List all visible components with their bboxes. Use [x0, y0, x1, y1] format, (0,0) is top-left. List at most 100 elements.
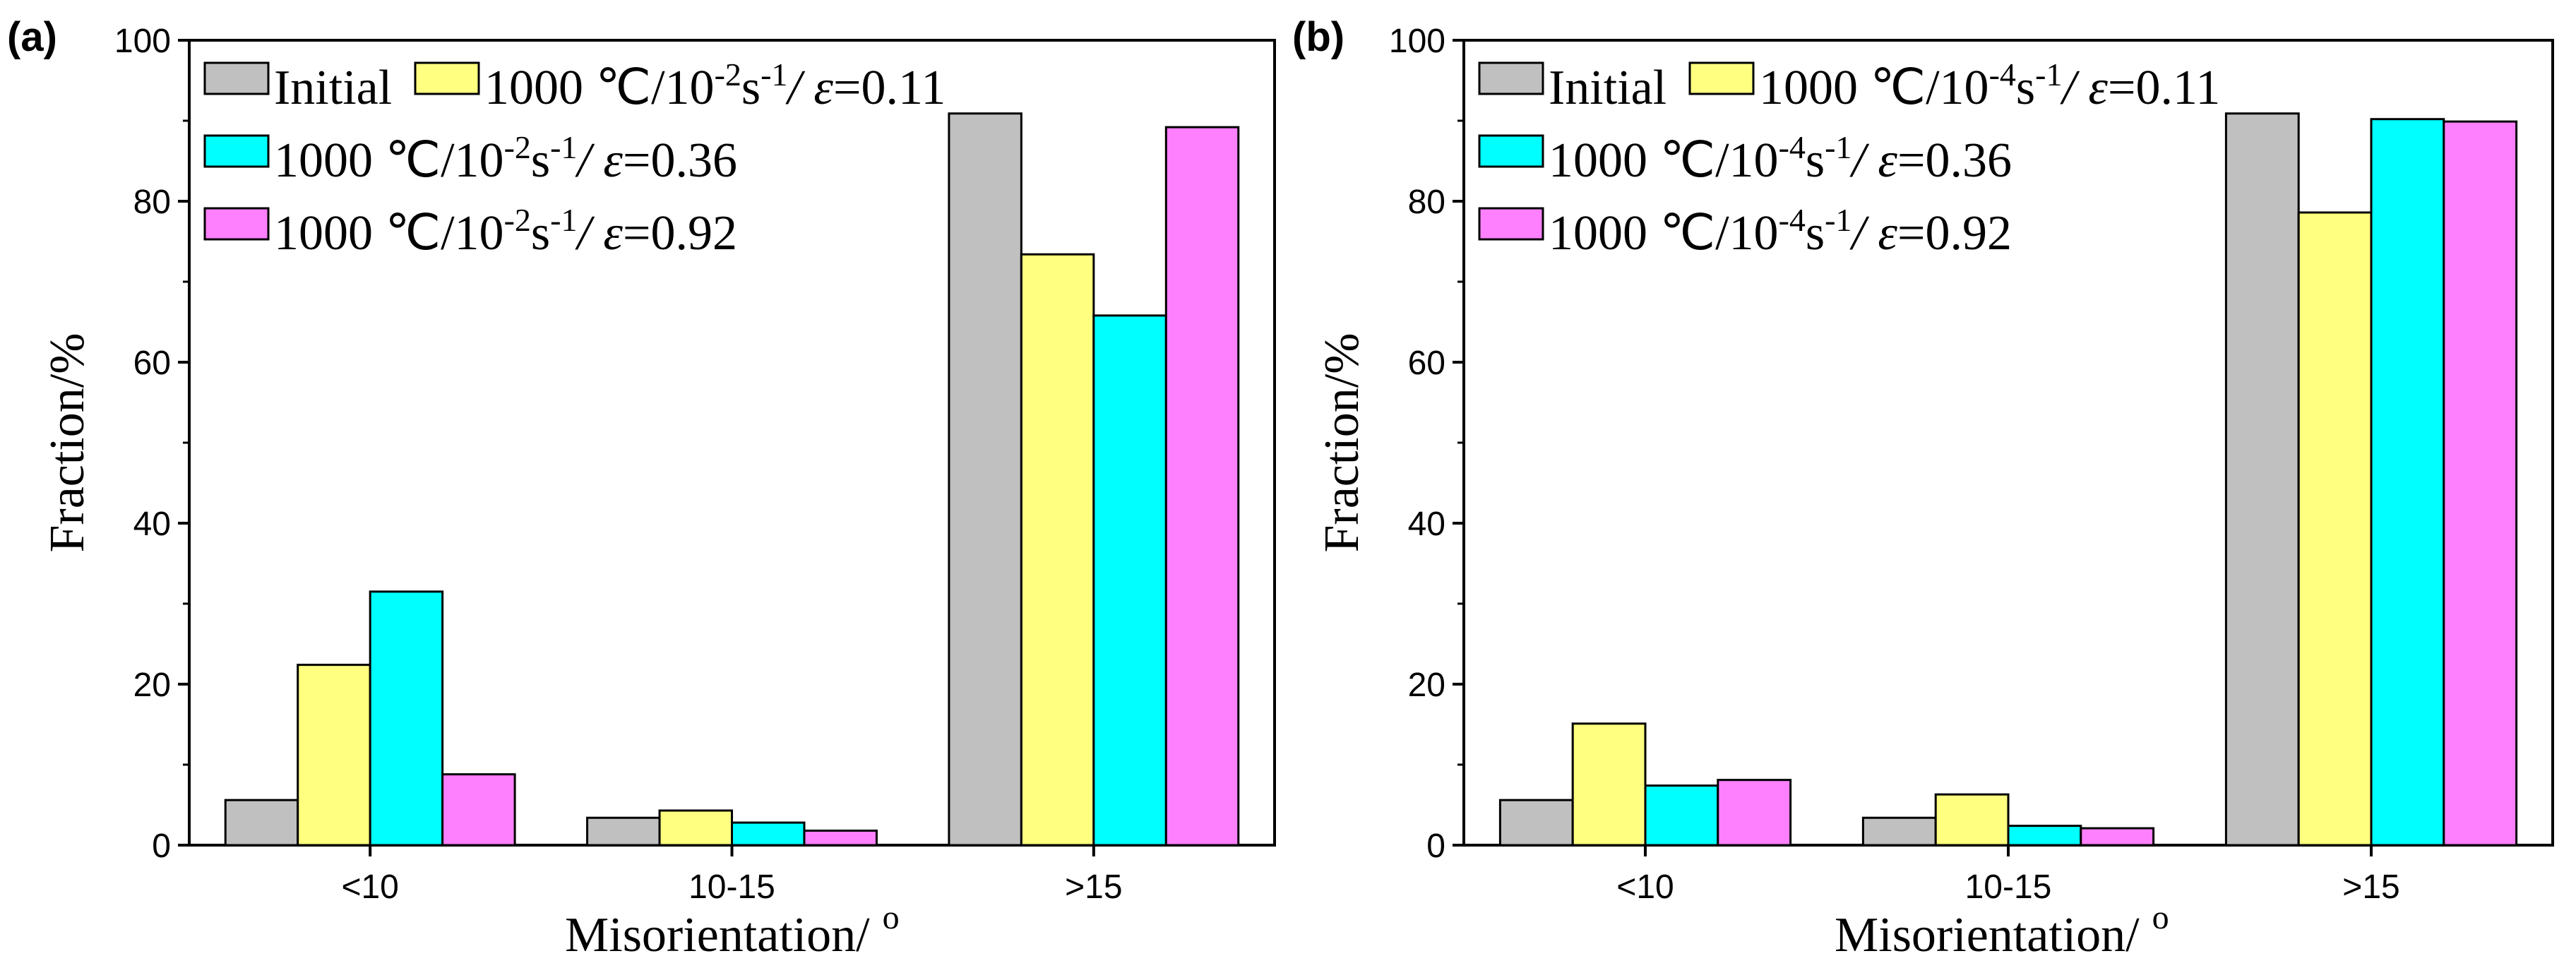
legend-superscript: -1 — [550, 202, 577, 238]
x-tick-label: 10-15 — [688, 868, 775, 906]
legend-superscript: -4 — [1779, 129, 1806, 165]
legend-superscript: -2 — [715, 56, 741, 92]
legend-text: =0.92 — [623, 206, 737, 261]
bar-3-2 — [2007, 825, 2082, 847]
legend-text: s — [1806, 206, 1825, 261]
legend-superscript: -4 — [1779, 202, 1806, 238]
bar-1-1 — [1498, 799, 1574, 847]
y-tick-label: 0 — [152, 827, 171, 865]
legend-swatch-2 — [1688, 61, 1755, 95]
bar-4-2 — [2080, 827, 2155, 847]
legend-text: =0.11 — [833, 61, 946, 115]
legend-label-3: 1000 ℃/10-4s-1/ ε=0.36 — [1549, 129, 2012, 188]
legend-text: s — [2016, 61, 2035, 115]
bar-3-1 — [369, 590, 444, 847]
legend-text: 1000 ℃/10 — [1549, 133, 1779, 188]
legend-label-4: 1000 ℃/10-4s-1/ ε=0.92 — [1549, 202, 2012, 261]
legend-text: / ε — [574, 206, 623, 261]
legend-text: / ε — [2059, 61, 2108, 115]
legend-label-1: Initial — [274, 61, 392, 115]
bar-1-1 — [224, 799, 299, 847]
legend-superscript: -2 — [504, 202, 531, 238]
x-axis-title: Misorientation/o — [565, 899, 900, 962]
legend-superscript: -1 — [1825, 202, 1852, 238]
x-tick-label: >15 — [2342, 868, 2399, 906]
legend-swatch-2 — [414, 61, 480, 95]
bar-2-3 — [2297, 211, 2373, 847]
y-tick-label: 100 — [1389, 23, 1445, 60]
legend-superscript: -1 — [1825, 129, 1852, 165]
legend-text: =0.92 — [1897, 206, 2012, 261]
bar-4-2 — [803, 829, 878, 847]
legend-superscript: -2 — [504, 129, 531, 165]
legend-swatch-4 — [1478, 207, 1544, 241]
bar-2-1 — [1571, 722, 1647, 847]
bar-4-1 — [1717, 779, 1792, 847]
bar-3-2 — [731, 821, 806, 847]
legend-superscript: -1 — [2035, 56, 2062, 92]
legend-superscript: -1 — [550, 129, 577, 165]
legend-label-1: Initial — [1549, 61, 1666, 115]
bar-3-3 — [1092, 314, 1167, 847]
legend-label-2: 1000 ℃/10-2s-1/ ε=0.11 — [484, 56, 946, 115]
bar-2-1 — [297, 664, 371, 847]
legend-swatch-1 — [1478, 61, 1544, 95]
legend-swatch-3 — [203, 134, 270, 168]
bar-3-1 — [1644, 784, 1719, 847]
bar-1-2 — [586, 816, 661, 847]
y-axis-title: Fraction/% — [1315, 333, 1369, 552]
x-tick-label: <10 — [1616, 868, 1674, 906]
legend-swatch-3 — [1478, 134, 1544, 168]
legend-text: s — [531, 206, 550, 261]
y-tick-label: 20 — [1408, 667, 1445, 704]
y-tick-label: 40 — [1408, 506, 1445, 543]
legend-label-3: 1000 ℃/10-2s-1/ ε=0.36 — [274, 129, 737, 188]
legend-text: / ε — [785, 61, 833, 115]
legend-text: Initial — [1549, 61, 1666, 115]
legend-text: s — [1806, 133, 1825, 188]
legend-text: 1000 ℃/10 — [484, 61, 715, 115]
bar-3-3 — [2370, 118, 2445, 847]
legend-text: s — [531, 133, 550, 188]
x-tick-label: <10 — [341, 868, 398, 906]
bar-4-3 — [1164, 126, 1240, 847]
legend-text: 1000 ℃/10 — [1759, 61, 1989, 115]
legend-text: =0.36 — [1897, 133, 2012, 188]
degree-symbol: o — [2152, 899, 2169, 936]
bar-2-2 — [658, 809, 733, 847]
degree-symbol: o — [883, 899, 900, 936]
x-axis-title: Misorientation/o — [1835, 899, 2169, 962]
legend-label-4: 1000 ℃/10-2s-1/ ε=0.92 — [274, 202, 737, 261]
y-tick-label: 0 — [1426, 827, 1445, 865]
legend-text: / ε — [574, 133, 623, 188]
panel-label: (a) — [7, 14, 57, 60]
legend-text: / ε — [1849, 206, 1897, 261]
legend-swatch-1 — [203, 61, 270, 95]
legend-swatch-4 — [203, 207, 270, 241]
legend-label-2: 1000 ℃/10-4s-1/ ε=0.11 — [1759, 56, 2220, 115]
x-tick-label: 10-15 — [1965, 868, 2052, 906]
y-tick-label: 80 — [133, 184, 171, 221]
legend-text: Initial — [274, 61, 392, 115]
y-tick-label: 100 — [114, 23, 171, 60]
y-tick-label: 60 — [1408, 345, 1445, 382]
legend-superscript: -4 — [1989, 56, 2016, 92]
legend-text: =0.11 — [2108, 61, 2220, 115]
y-tick-label: 80 — [1408, 184, 1445, 221]
legend-text: =0.36 — [623, 133, 737, 188]
bar-4-1 — [441, 773, 516, 847]
bar-4-3 — [2443, 120, 2518, 847]
x-axis-title-text: Misorientation/ — [565, 908, 870, 962]
legend-text: s — [741, 61, 761, 115]
bar-1-3 — [2224, 112, 2300, 847]
legend-text: 1000 ℃/10 — [1549, 206, 1779, 261]
bar-1-2 — [1861, 816, 1937, 847]
x-tick-label: >15 — [1065, 868, 1122, 906]
legend-superscript: -1 — [761, 56, 787, 92]
bar-2-3 — [1020, 253, 1095, 847]
x-axis-title-text: Misorientation/ — [1835, 908, 2140, 962]
legend-text: 1000 ℃/10 — [274, 133, 504, 188]
y-tick-label: 40 — [133, 506, 171, 543]
panel-label: (b) — [1292, 14, 1344, 60]
y-tick-label: 60 — [133, 345, 171, 382]
